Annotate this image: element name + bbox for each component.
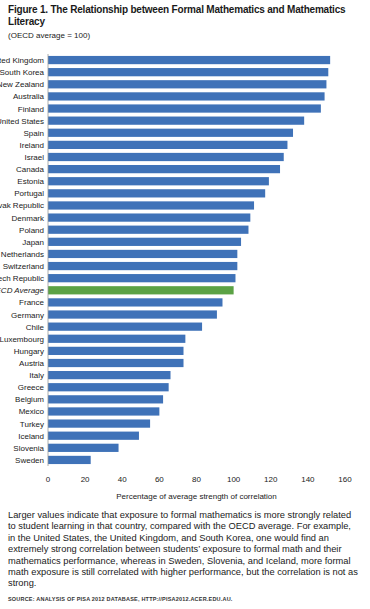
tick-mark [196, 468, 197, 471]
tick-label: 160 [338, 475, 352, 484]
subtitle: (OECD average = 100) [8, 31, 90, 40]
bar [48, 189, 265, 197]
category-label: Iceland [18, 432, 44, 441]
bar [48, 286, 234, 294]
category-label: Mexico [19, 407, 45, 416]
category-label: Czech Republic [0, 274, 44, 283]
tick-mark [307, 468, 308, 471]
category-label: New Zealand [0, 80, 44, 89]
category-label: Switzerland [3, 262, 44, 271]
bar [48, 201, 254, 209]
bar [48, 165, 280, 173]
category-label: Denmark [12, 214, 45, 223]
category-label: Belgium [15, 395, 44, 404]
category-label: South Korea [0, 68, 45, 77]
category-label: Austria [19, 359, 44, 368]
category-label: Luxembourg [0, 335, 44, 344]
bar [48, 419, 150, 427]
bar [48, 177, 269, 185]
category-label: Finland [18, 105, 44, 114]
category-label: Portugal [14, 189, 44, 198]
category-label: Netherlands [1, 250, 44, 259]
category-label: Israel [24, 153, 44, 162]
bar [48, 117, 304, 125]
tick-mark [48, 468, 49, 471]
bar [48, 213, 250, 221]
bar [48, 141, 287, 149]
category-label: Greece [18, 383, 45, 392]
tick-mark [270, 468, 271, 471]
tick-label: 60 [155, 475, 164, 484]
category-label: France [19, 298, 44, 307]
category-label: United States [0, 117, 44, 126]
tick-mark [233, 468, 234, 471]
bar [48, 250, 237, 258]
category-label: Hungary [14, 347, 44, 356]
bar [48, 335, 185, 343]
category-label: Australia [13, 92, 45, 101]
tick-label: 0 [46, 475, 51, 484]
bar [48, 129, 293, 137]
title: Figure 1. The Relationship between Forma… [8, 4, 363, 28]
bar [48, 444, 119, 452]
bar [48, 371, 171, 379]
category-label: Slovak Republic [0, 201, 44, 210]
tick-mark [85, 468, 86, 471]
bar [48, 432, 139, 440]
category-label: Slovenia [13, 444, 44, 453]
tick-mark [345, 468, 346, 471]
bar [48, 359, 184, 367]
category-label: Japan [22, 238, 44, 247]
bar [48, 298, 222, 306]
category-label: Chile [26, 323, 45, 332]
bar [48, 56, 330, 64]
category-label: United Kingdom [0, 56, 44, 65]
tick-label: 40 [118, 475, 127, 484]
bar [48, 238, 241, 246]
bar [48, 310, 217, 318]
source: SOURCE: ANALYSIS OF PISA 2012 DATABASE, … [8, 596, 233, 602]
bar [48, 153, 284, 161]
category-label: Germany [11, 311, 44, 320]
bar [48, 68, 328, 76]
tick-label: 80 [192, 475, 201, 484]
category-label: Ireland [20, 141, 44, 150]
tick-label: 140 [301, 475, 315, 484]
caption: Larger values indicate that exposure to … [8, 510, 360, 590]
category-labels: United Kingdom South Korea New Zealand Aust… [0, 56, 45, 465]
bar [48, 395, 163, 403]
bar [48, 347, 184, 355]
bars [48, 56, 330, 464]
category-label: OECD Average [0, 286, 45, 295]
tick-mark [159, 468, 160, 471]
bar [48, 262, 237, 270]
axis-line [48, 54, 49, 466]
bar [48, 383, 169, 391]
category-label: Turkey [20, 420, 44, 429]
bar [48, 456, 91, 464]
bar [48, 92, 325, 100]
bar [48, 226, 248, 234]
tick-label: 120 [264, 475, 278, 484]
tick-mark [122, 468, 123, 471]
category-label: Italy [29, 371, 44, 380]
bar [48, 104, 321, 112]
tick-label: 100 [227, 475, 241, 484]
category-label: Poland [19, 226, 44, 235]
category-label: Canada [16, 165, 45, 174]
category-label: Spain [24, 129, 44, 138]
x-axis-label: Percentage of average strength of correl… [116, 492, 277, 501]
category-label: Sweden [15, 456, 44, 465]
category-label: Estonia [17, 177, 44, 186]
bar [48, 274, 235, 282]
bar [48, 80, 326, 88]
bar [48, 323, 202, 331]
tick-label: 20 [81, 475, 90, 484]
bar [48, 407, 159, 415]
chart: United Kingdom South Korea New Zealand Aust… [0, 0, 370, 609]
